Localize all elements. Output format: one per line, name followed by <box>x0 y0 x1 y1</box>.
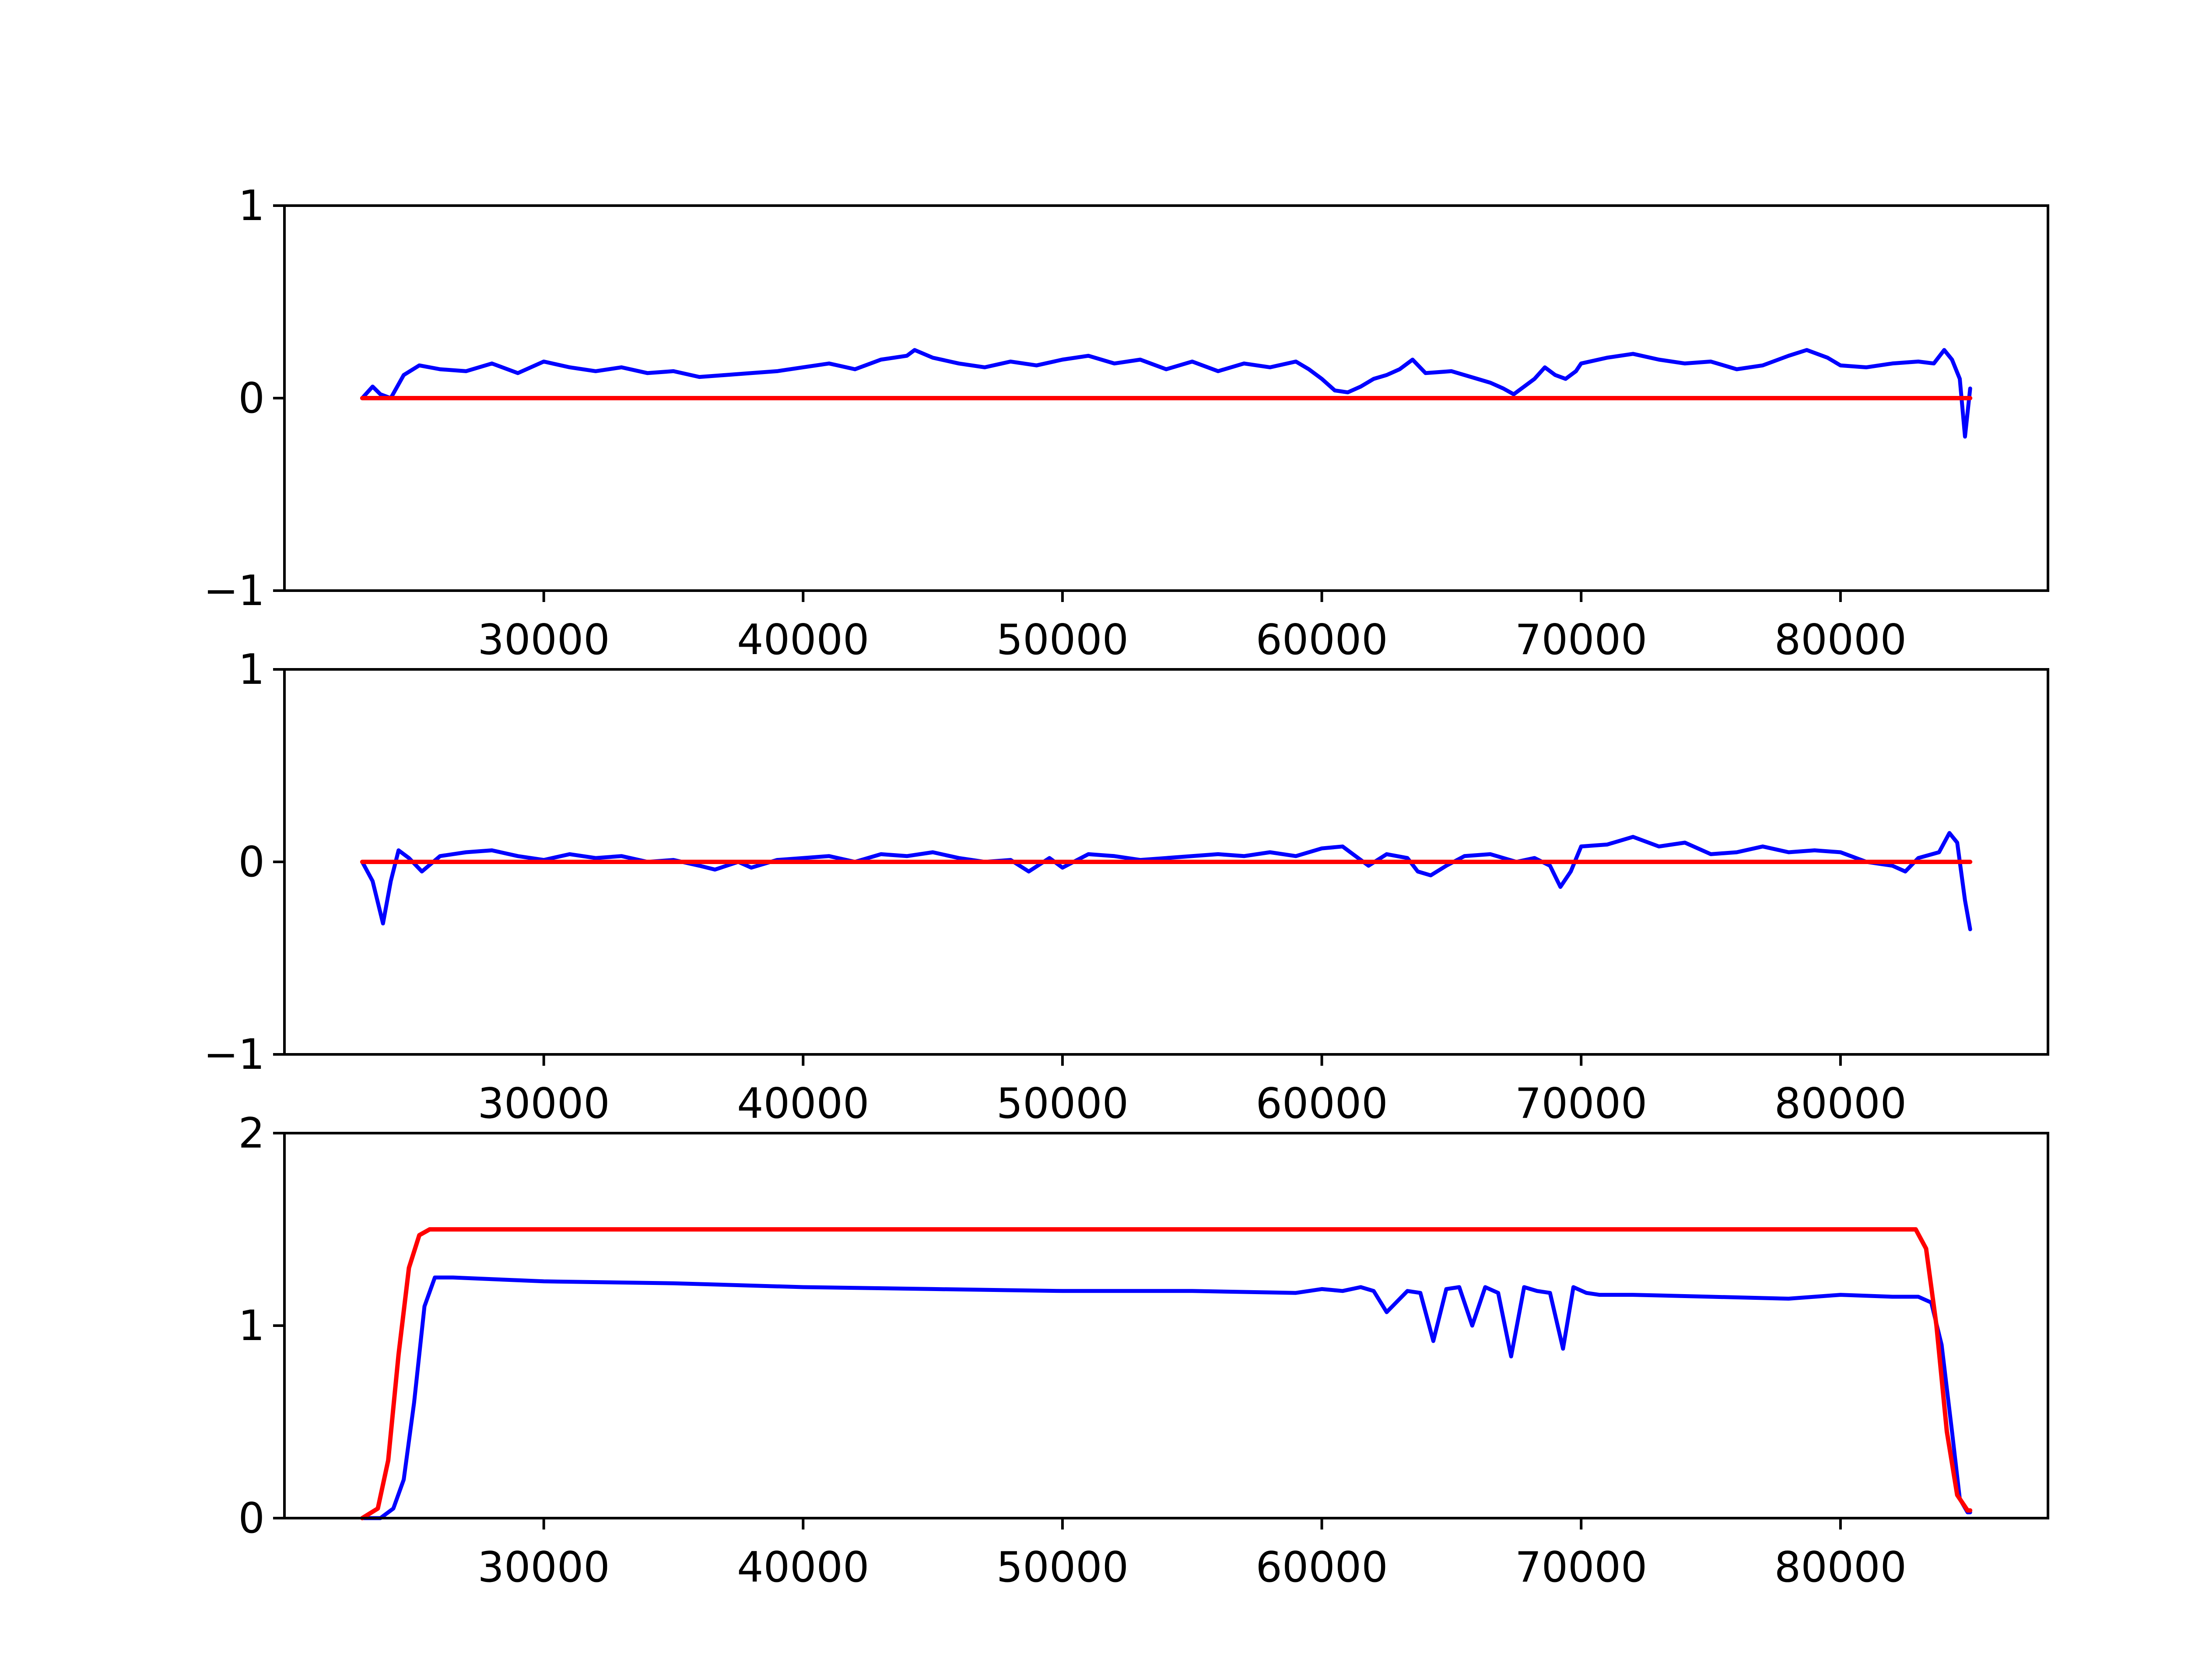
subplot-2-y-tick-label: 0 <box>238 838 265 886</box>
subplot-2-x-tick-label: 60000 <box>1255 1080 1388 1128</box>
subplot-3-x-tick-label: 60000 <box>1255 1544 1388 1592</box>
subplot-1-y-ticks: −1 0 1 <box>203 182 284 615</box>
subplot-3-measured-line <box>360 1275 1972 1520</box>
subplot-3: 0 1 2 30000 40000 50000 60000 70000 80000 <box>238 1110 2049 1592</box>
subplot-3-y-tick-label: 1 <box>238 1302 265 1350</box>
subplot-2-y-tick-label: −1 <box>203 1031 265 1079</box>
subplot-2-measured-line <box>360 831 1972 931</box>
subplot-1-x-tick-label: 50000 <box>996 616 1129 664</box>
subplot-2-x-tick-label: 40000 <box>737 1080 869 1128</box>
subplot-3-x-tick-label: 50000 <box>996 1544 1129 1592</box>
subplot-2-y-tick-label: 1 <box>238 646 265 694</box>
subplot-1: −1 0 1 30000 40000 50000 60000 70000 80000 <box>203 182 2049 664</box>
subplot-2-x-tick-label: 30000 <box>478 1080 610 1128</box>
subplot-1-y-tick-label: 0 <box>238 374 265 423</box>
subplot-1-x-ticks: 30000 40000 50000 60000 70000 80000 <box>478 591 1907 664</box>
subplot-3-x-tick-label: 80000 <box>1774 1544 1907 1592</box>
subplot-3-y-tick-label: 2 <box>238 1110 265 1158</box>
subplot-3-x-tick-label: 70000 <box>1515 1544 1647 1592</box>
subplot-1-measured-line <box>360 348 1972 439</box>
subplot-3-x-tick-label: 30000 <box>478 1544 610 1592</box>
subplot-1-x-tick-label: 30000 <box>478 616 610 664</box>
subplot-2-x-ticks: 30000 40000 50000 60000 70000 80000 <box>478 1054 1907 1128</box>
subplot-1-x-tick-label: 40000 <box>737 616 869 664</box>
subplot-3-x-tick-label: 40000 <box>737 1544 869 1592</box>
subplot-1-x-tick-label: 70000 <box>1515 616 1647 664</box>
subplot-3-y-ticks: 0 1 2 <box>238 1110 284 1543</box>
subplot-1-series <box>360 348 1973 439</box>
subplot-3-y-tick-label: 0 <box>238 1494 265 1543</box>
subplot-3-series <box>360 1227 1973 1520</box>
subplot-1-y-tick-label: −1 <box>203 567 265 615</box>
subplot-2-x-tick-label: 70000 <box>1515 1080 1647 1128</box>
subplot-1-x-tick-label: 60000 <box>1255 616 1388 664</box>
subplot-2-y-ticks: −1 0 1 <box>203 646 284 1079</box>
subplot-3-reference-line <box>360 1227 1973 1520</box>
subplot-1-y-tick-label: 1 <box>238 182 265 230</box>
subplot-2: −1 0 1 30000 40000 50000 60000 70000 80000 <box>203 646 2049 1128</box>
subplot-2-x-tick-label: 50000 <box>996 1080 1129 1128</box>
subplot-2-x-tick-label: 80000 <box>1774 1080 1907 1128</box>
subplot-3-x-ticks: 30000 40000 50000 60000 70000 80000 <box>478 1518 1907 1592</box>
subplot-1-x-tick-label: 80000 <box>1774 616 1907 664</box>
subplot-2-series <box>360 831 1973 931</box>
